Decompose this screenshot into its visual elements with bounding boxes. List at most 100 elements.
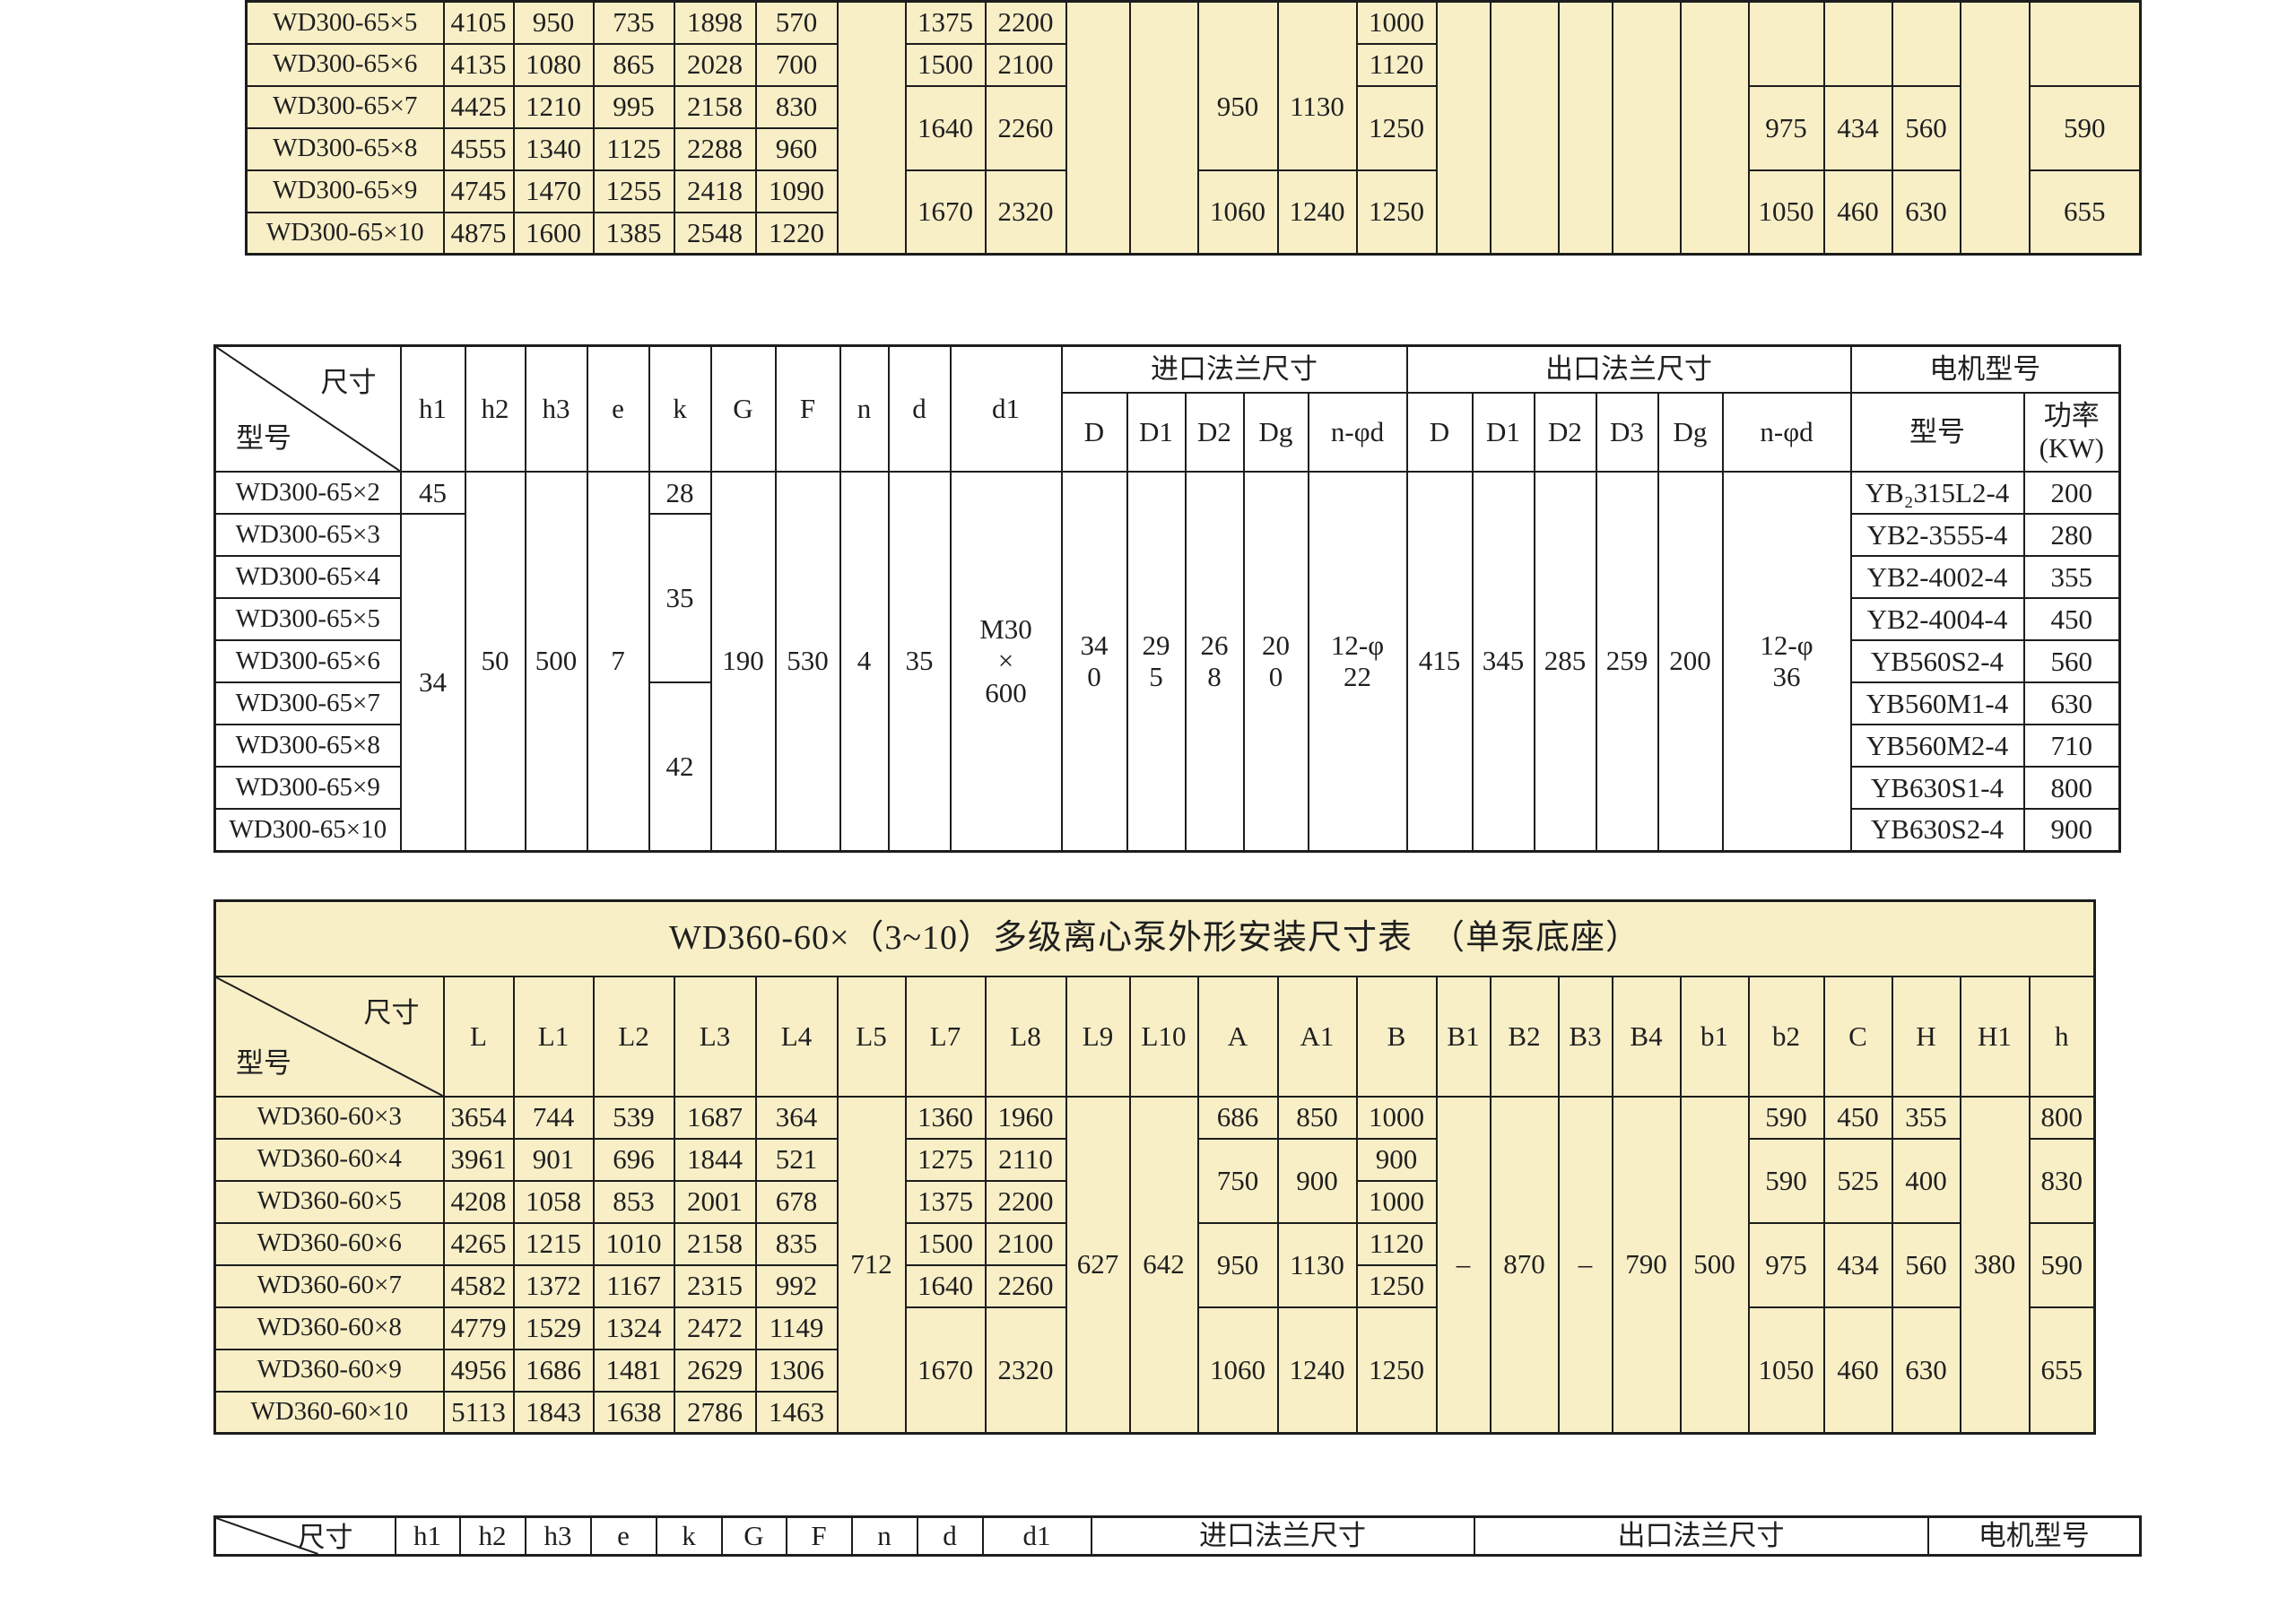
corner-label-model: 型号 bbox=[236, 1046, 291, 1079]
col-header-L5: L5 bbox=[836, 975, 907, 1098]
table-row: WD300-65×4 YB2-4002-4 355 bbox=[213, 555, 2121, 599]
cell-L8: 2110 bbox=[984, 1137, 1067, 1182]
table-row: WD300-65×3 34 35 YB2-3555-4 280 bbox=[213, 513, 2121, 852]
cell-L: 4135 bbox=[442, 42, 515, 87]
col-header-outlet-D2: D2 bbox=[1533, 392, 1597, 473]
table-title-row: WD360-60×（3~10）多级离心泵外形安装尺寸表 （单泵底座） bbox=[213, 899, 2096, 977]
cell-motor-power: 200 bbox=[2022, 471, 2121, 515]
diagonal-line bbox=[216, 347, 400, 471]
cell-h: 800 bbox=[2028, 1095, 2096, 1140]
col-header-A: A bbox=[1196, 975, 1279, 1098]
cell-L3: 2158 bbox=[673, 1221, 757, 1266]
cell-motor-model: YB₂315L2-4 bbox=[1849, 471, 2025, 515]
cell-L2: 1255 bbox=[592, 169, 675, 213]
col-header-outlet-D: D bbox=[1405, 392, 1474, 473]
table-title: WD360-60×（3~10）多级离心泵外形安装尺寸表 （单泵底座） bbox=[213, 899, 2096, 977]
col-header-inlet-Dg: Dg bbox=[1242, 392, 1309, 473]
cell-L3: 1844 bbox=[673, 1137, 757, 1182]
cell-L2: 1481 bbox=[592, 1348, 675, 1393]
col-header-B: B bbox=[1355, 975, 1438, 1098]
col-header-inlet-D2: D2 bbox=[1184, 392, 1245, 473]
cell-L: 3961 bbox=[442, 1137, 515, 1182]
cell-C: 434 bbox=[1822, 1221, 1893, 1308]
cell-motor-model: YB2-3555-4 bbox=[1849, 513, 2025, 557]
cell-L8: 2100 bbox=[984, 42, 1067, 87]
cell-h1: 34 bbox=[399, 513, 466, 852]
table-row: WD360-60×6 4265 1215 1010 2158 835 1500 … bbox=[213, 1221, 2096, 1308]
cell-L: 4265 bbox=[442, 1221, 515, 1266]
cell-L2: 1010 bbox=[592, 1221, 675, 1266]
cell-L4: 570 bbox=[754, 0, 839, 45]
cell-outlet-D1: 345 bbox=[1471, 471, 1535, 852]
cell-B: 1120 bbox=[1355, 42, 1438, 87]
col-header-A1: A1 bbox=[1276, 975, 1358, 1098]
cell-G: 190 bbox=[709, 471, 777, 852]
cell-inlet-Dg: 20 0 bbox=[1242, 471, 1309, 852]
cell-b1: 500 bbox=[1679, 1095, 1750, 1435]
cell-L: 4555 bbox=[442, 126, 515, 171]
table-row: WD300-65×8 4555 1340 1125 2288 960 bbox=[245, 126, 2141, 171]
model-cell: WD360-60×6 bbox=[213, 1221, 445, 1266]
cell-h: 590 bbox=[2028, 1221, 2096, 1308]
cell-L1: 744 bbox=[512, 1095, 595, 1140]
cell-h: 590 bbox=[2028, 84, 2142, 171]
cell-L10-cropped bbox=[1128, 0, 1199, 256]
cell-motor-model: YB630S1-4 bbox=[1849, 766, 2025, 810]
col-header-k: k bbox=[648, 344, 712, 473]
cell-motor-model: YB2-4004-4 bbox=[1849, 597, 2025, 641]
cell-L3: 2472 bbox=[673, 1306, 757, 1350]
col-header-n: n bbox=[839, 344, 890, 473]
cell-b2-cropped bbox=[1747, 0, 1825, 87]
col-header-G: G bbox=[720, 1515, 787, 1557]
model-cell: WD300-65×8 bbox=[213, 724, 402, 768]
cell-L1: 1058 bbox=[512, 1179, 595, 1224]
col-header-G: G bbox=[709, 344, 777, 473]
cell-A: 1060 bbox=[1196, 1306, 1279, 1435]
cell-L1: 901 bbox=[512, 1137, 595, 1182]
table-row: WD360-60×4 3961 901 696 1844 521 1275 21… bbox=[213, 1137, 2096, 1224]
cell-L1: 950 bbox=[512, 0, 595, 45]
model-cell: WD300-65×5 bbox=[245, 0, 445, 45]
cell-e: 7 bbox=[586, 471, 650, 852]
cell-B: 1000 bbox=[1355, 1179, 1438, 1224]
cell-L3: 1898 bbox=[673, 0, 757, 45]
table-row: WD300-65×5 4105 950 735 1898 570 1375 22… bbox=[245, 0, 2142, 256]
col-header-h1: h1 bbox=[394, 1515, 461, 1557]
cell-L4: 364 bbox=[754, 1095, 839, 1140]
model-cell: WD300-65×10 bbox=[213, 808, 402, 852]
cell-F: 530 bbox=[774, 471, 841, 852]
cell-L7: 1375 bbox=[904, 0, 987, 45]
cell-L2: 1385 bbox=[592, 211, 675, 256]
table-row: WD300-65×7 42 YB560M1-4 630 bbox=[213, 681, 2121, 852]
col-header-b1: b1 bbox=[1679, 975, 1750, 1098]
cell-L: 4745 bbox=[442, 169, 515, 213]
cell-k: 42 bbox=[648, 681, 712, 852]
col-header-inlet-nphid: n-φd bbox=[1307, 392, 1408, 473]
cell-A: 1060 bbox=[1196, 169, 1279, 256]
cell-L7: 1500 bbox=[904, 42, 987, 87]
cell-L10: 642 bbox=[1128, 1095, 1199, 1435]
cell-L: 4425 bbox=[442, 84, 515, 129]
model-cell: WD300-65×6 bbox=[213, 639, 402, 683]
cell-L7: 1640 bbox=[904, 1263, 987, 1308]
cell-H1-cropped bbox=[1959, 0, 2031, 256]
cell-L: 4208 bbox=[442, 1179, 515, 1224]
cell-L7: 1375 bbox=[904, 1179, 987, 1224]
cell-L3: 2288 bbox=[673, 126, 757, 171]
cell-L1: 1843 bbox=[512, 1390, 595, 1435]
cell-L3: 1687 bbox=[673, 1095, 757, 1140]
cell-B: 1120 bbox=[1355, 1221, 1438, 1266]
diagonal-line bbox=[216, 977, 443, 1096]
cell-B2-cropped bbox=[1489, 0, 1560, 256]
cell-L7: 1670 bbox=[904, 169, 987, 256]
col-header-e: e bbox=[586, 344, 650, 473]
cell-B: 1250 bbox=[1355, 169, 1438, 256]
cell-A: 950 bbox=[1196, 1221, 1279, 1308]
cell-L1: 1686 bbox=[512, 1348, 595, 1393]
cell-L2: 1125 bbox=[592, 126, 675, 171]
cell-C: 525 bbox=[1822, 1137, 1893, 1224]
cell-B2: 870 bbox=[1489, 1095, 1560, 1435]
col-header-H: H bbox=[1891, 975, 1961, 1098]
cell-inlet-D: 34 0 bbox=[1060, 471, 1128, 852]
col-header-B4: B4 bbox=[1611, 975, 1682, 1098]
